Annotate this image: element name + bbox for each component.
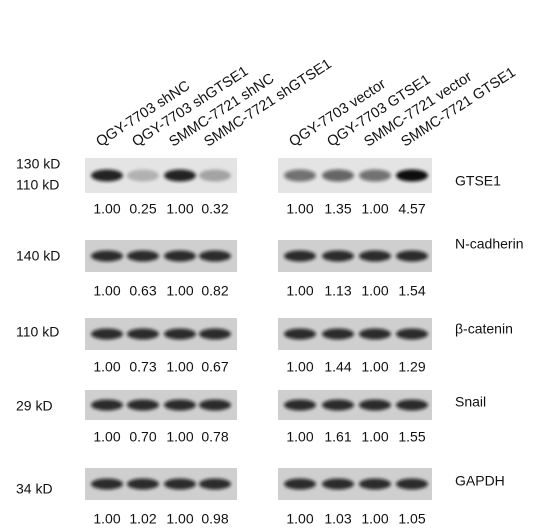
quant-value: 0.98 bbox=[201, 511, 228, 527]
quant-value: 1.00 bbox=[93, 359, 120, 375]
band bbox=[284, 170, 316, 182]
protein-name: GAPDH bbox=[455, 473, 505, 489]
quant-value: 1.00 bbox=[166, 429, 193, 445]
quant-value: 1.05 bbox=[398, 511, 425, 527]
protein-name: β-catenin bbox=[455, 321, 513, 337]
size-marker: 130 kD bbox=[16, 156, 60, 172]
band bbox=[127, 170, 159, 182]
band bbox=[199, 251, 231, 262]
band bbox=[164, 479, 196, 490]
band bbox=[322, 479, 354, 490]
size-marker: 110 kD bbox=[16, 324, 59, 340]
quant-value: 1.00 bbox=[166, 201, 193, 217]
band bbox=[359, 170, 391, 182]
band bbox=[127, 329, 159, 340]
quant-value: 1.00 bbox=[286, 429, 313, 445]
size-marker: 34 kD bbox=[16, 481, 53, 497]
quant-value: 1.00 bbox=[286, 359, 313, 375]
band bbox=[164, 251, 196, 262]
band bbox=[284, 479, 316, 490]
band bbox=[91, 329, 123, 340]
quant-value: 1.29 bbox=[398, 359, 425, 375]
band bbox=[164, 170, 196, 182]
quant-value: 1.00 bbox=[166, 359, 193, 375]
band bbox=[359, 400, 391, 411]
quant-value: 1.00 bbox=[286, 201, 313, 217]
quant-value: 0.73 bbox=[129, 359, 156, 375]
quant-value: 1.02 bbox=[129, 511, 156, 527]
band bbox=[359, 479, 391, 490]
quant-value: 1.00 bbox=[286, 283, 313, 299]
quant-value: 4.57 bbox=[398, 201, 425, 217]
quant-value: 1.00 bbox=[166, 511, 193, 527]
blot-figure: QGY-7703 shNCQGY-7703 shGTSE1SMMC-7721 s… bbox=[0, 0, 536, 531]
band bbox=[284, 329, 316, 340]
band bbox=[91, 170, 123, 182]
quant-value: 1.61 bbox=[324, 429, 351, 445]
size-marker: 110 kD bbox=[16, 177, 59, 193]
size-marker: 140 kD bbox=[16, 248, 60, 264]
band bbox=[396, 170, 428, 182]
protein-name: Snail bbox=[455, 394, 486, 410]
quant-value: 1.00 bbox=[93, 283, 120, 299]
band bbox=[91, 479, 123, 490]
band bbox=[284, 400, 316, 411]
band bbox=[396, 400, 428, 411]
band bbox=[396, 251, 428, 262]
quant-value: 1.00 bbox=[361, 201, 388, 217]
band bbox=[396, 329, 428, 340]
quant-value: 1.54 bbox=[398, 283, 425, 299]
band bbox=[199, 329, 231, 340]
quant-value: 1.55 bbox=[398, 429, 425, 445]
band bbox=[322, 170, 354, 182]
quant-value: 1.00 bbox=[361, 429, 388, 445]
band bbox=[127, 251, 159, 262]
protein-name: N-cadherin bbox=[455, 236, 523, 252]
band bbox=[322, 329, 354, 340]
quant-value: 1.03 bbox=[324, 511, 351, 527]
quant-value: 0.25 bbox=[129, 201, 156, 217]
quant-value: 0.32 bbox=[201, 201, 228, 217]
quant-value: 1.00 bbox=[93, 201, 120, 217]
band bbox=[322, 400, 354, 411]
quant-value: 0.70 bbox=[129, 429, 156, 445]
band bbox=[91, 400, 123, 411]
quant-value: 0.63 bbox=[129, 283, 156, 299]
band bbox=[322, 251, 354, 262]
quant-value: 0.67 bbox=[201, 359, 228, 375]
quant-value: 1.00 bbox=[361, 283, 388, 299]
band bbox=[396, 479, 428, 490]
quant-value: 0.78 bbox=[201, 429, 228, 445]
band bbox=[164, 400, 196, 411]
quant-value: 1.44 bbox=[324, 359, 351, 375]
quant-value: 1.00 bbox=[93, 511, 120, 527]
band bbox=[127, 400, 159, 411]
quant-value: 0.82 bbox=[201, 283, 228, 299]
quant-value: 1.00 bbox=[166, 283, 193, 299]
band bbox=[199, 400, 231, 411]
quant-value: 1.13 bbox=[324, 283, 351, 299]
quant-value: 1.00 bbox=[93, 429, 120, 445]
band bbox=[91, 251, 123, 262]
band bbox=[127, 479, 159, 490]
quant-value: 1.00 bbox=[286, 511, 313, 527]
size-marker: 29 kD bbox=[16, 398, 53, 414]
band bbox=[284, 251, 316, 262]
band bbox=[359, 251, 391, 262]
band bbox=[199, 170, 231, 182]
band bbox=[164, 329, 196, 340]
band bbox=[359, 329, 391, 340]
quant-value: 1.35 bbox=[324, 201, 351, 217]
band bbox=[199, 479, 231, 490]
quant-value: 1.00 bbox=[361, 359, 388, 375]
quant-value: 1.00 bbox=[361, 511, 388, 527]
protein-name: GTSE1 bbox=[455, 173, 501, 189]
